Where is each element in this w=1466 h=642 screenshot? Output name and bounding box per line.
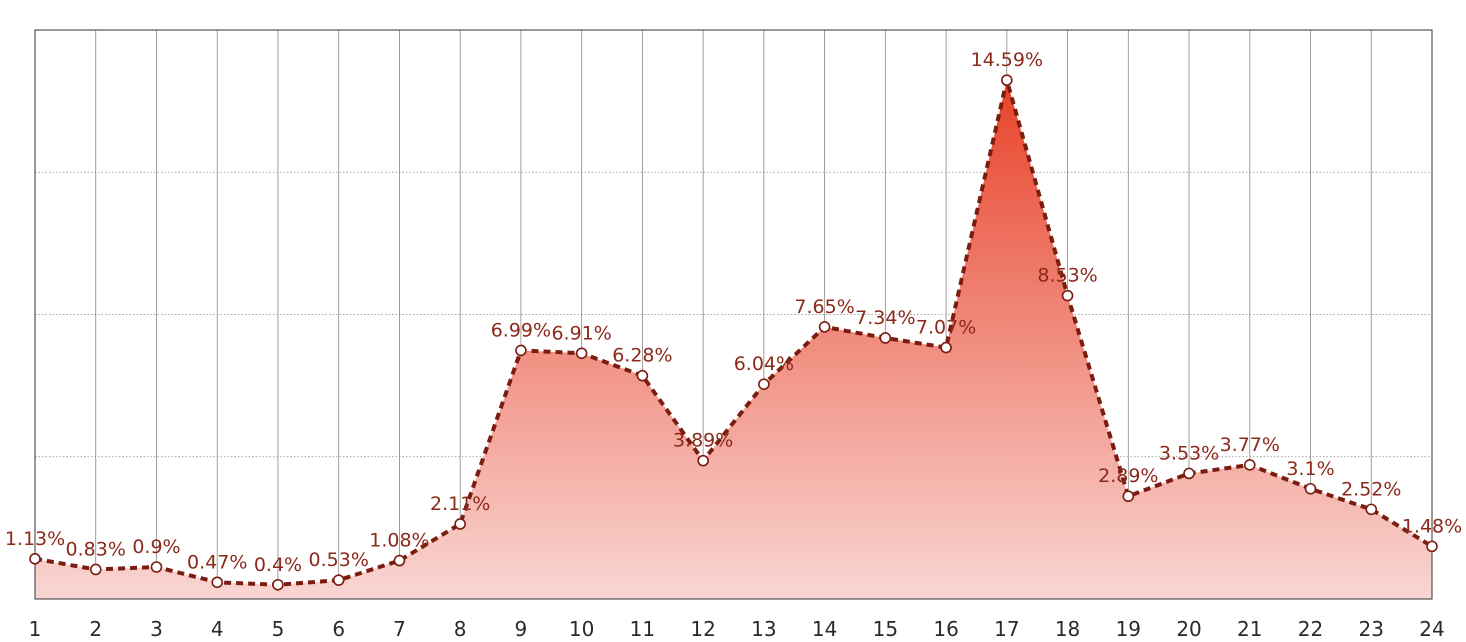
x-tick-label: 23: [1359, 617, 1384, 641]
x-tick-label: 5: [272, 617, 285, 641]
data-label: 0.47%: [187, 551, 247, 573]
x-tick-label: 19: [1116, 617, 1141, 641]
x-tick-label: 17: [994, 617, 1019, 641]
x-tick-label: 6: [332, 617, 345, 641]
x-tick-label: 11: [630, 617, 655, 641]
x-tick-label: 1: [29, 617, 42, 641]
data-label: 6.91%: [551, 322, 611, 344]
data-point: [1122, 490, 1135, 503]
x-tick-label: 14: [812, 617, 837, 641]
data-label: 0.9%: [132, 536, 180, 558]
data-label: 6.28%: [612, 345, 672, 367]
x-tick-label: 3: [150, 617, 163, 641]
x-tick-label: 10: [569, 617, 594, 641]
data-label: 3.89%: [673, 430, 733, 452]
data-label: 6.99%: [491, 319, 551, 341]
series-area: [35, 80, 1432, 599]
data-point: [575, 347, 588, 360]
x-tick-label: 15: [873, 617, 898, 641]
x-tick-label: 9: [515, 617, 528, 641]
x-tick-label: 4: [211, 617, 224, 641]
x-tick-label: 18: [1055, 617, 1080, 641]
data-point: [697, 454, 709, 467]
data-point: [1243, 459, 1256, 471]
data-point: [879, 332, 892, 344]
data-label: 7.65%: [794, 296, 854, 318]
data-label: 0.53%: [309, 549, 369, 571]
data-point: [636, 369, 649, 382]
line-layer: [34, 78, 1434, 587]
data-label: 1.13%: [5, 528, 65, 550]
x-tick-label: 20: [1176, 617, 1201, 641]
data-point: [1365, 503, 1378, 516]
data-label: 3.53%: [1159, 442, 1219, 464]
data-point: [332, 574, 345, 586]
data-label-layer: 1.13% 0.83% 0.9% 0.47% 0.4% 0.53%1.08%2.11% 6.…: [5, 49, 1462, 576]
data-label: 6.04%: [734, 353, 794, 375]
data-point: [1001, 74, 1013, 86]
data-point: [272, 578, 284, 591]
x-tick-label: 2: [89, 617, 102, 641]
data-label: 3.77%: [1220, 434, 1280, 456]
data-label: 2.11%: [430, 493, 490, 515]
data-label: 1.48%: [1402, 515, 1462, 537]
data-point: [1304, 482, 1317, 495]
area-layer: [35, 80, 1432, 599]
data-label: 2.52%: [1341, 478, 1401, 500]
data-point: [29, 553, 41, 565]
data-point: [393, 554, 406, 567]
marker-layer: [29, 74, 1438, 591]
data-label: 3.1%: [1286, 458, 1334, 480]
x-axis-ticks: 1 2 3 4 5 6 7 8 9 10 11 12 13 14 15 16 17 18 19 20 21 22 23 24: [29, 617, 1445, 641]
data-point: [1183, 467, 1195, 480]
data-label: 0.83%: [66, 538, 126, 560]
data-point: [515, 344, 527, 357]
x-tick-label: 16: [933, 617, 958, 641]
x-tick-label: 21: [1237, 617, 1262, 641]
x-tick-label: 7: [393, 617, 406, 641]
data-label: 7.34%: [855, 307, 915, 329]
data-point: [211, 576, 224, 589]
x-tick-label: 8: [454, 617, 467, 641]
data-point: [940, 341, 952, 354]
data-point: [150, 561, 163, 573]
x-tick-label: 22: [1298, 617, 1323, 641]
x-tick-label: 12: [690, 617, 715, 641]
data-label: 2.89%: [1098, 465, 1158, 487]
x-tick-label: 24: [1419, 617, 1444, 641]
data-point: [454, 518, 466, 530]
plot-frame: [34, 29, 1433, 600]
x-tick-label: 13: [751, 617, 776, 641]
data-label: 7.07%: [916, 317, 976, 339]
plot-border: [34, 29, 1433, 600]
data-point: [818, 321, 831, 333]
data-point: [1426, 540, 1438, 553]
data-point: [1061, 289, 1074, 302]
data-label: 1.08%: [369, 530, 429, 552]
data-label: 8.53%: [1037, 265, 1097, 287]
series-line: [34, 78, 1434, 587]
data-label: 0.4%: [254, 554, 302, 576]
data-point: [758, 378, 770, 391]
data-point: [89, 563, 102, 576]
data-label: 14.59%: [971, 49, 1043, 71]
